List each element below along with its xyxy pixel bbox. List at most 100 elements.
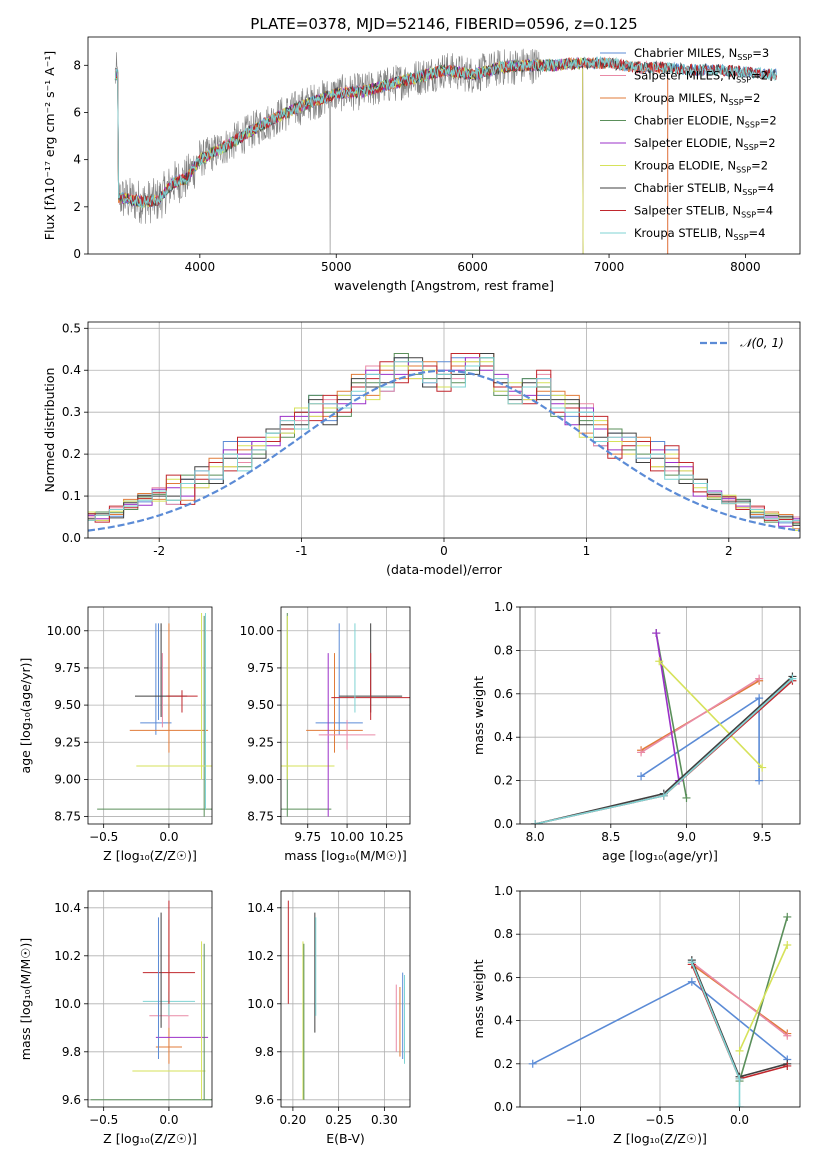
- weight-line-kroupa_stelib: [691, 961, 741, 1107]
- y-tick-label: 0: [73, 247, 81, 261]
- weight-line-chabrier_elodie: [655, 632, 688, 799]
- y-tick-label: 8.75: [54, 810, 81, 824]
- panel-age-vs-mass: 9.75 10.00 10.25 8.75 9.00 9.25 9.50 9.75 10.00 m…: [240, 606, 411, 863]
- x-tick-label: 0: [440, 544, 448, 558]
- y-axis-label: mass weight: [471, 959, 486, 1038]
- x-tick-label: −0.5: [645, 1113, 674, 1127]
- y-tick-label: 9.6: [255, 1093, 274, 1107]
- y-tick-label: 0.0: [62, 531, 81, 545]
- y-tick-label: 0.4: [62, 363, 81, 377]
- y-tick-label: 9.8: [255, 1045, 274, 1059]
- y-tick-label: 9.25: [54, 735, 81, 749]
- weight-marker-salpeter_miles: [637, 748, 646, 757]
- y-tick-label: 1.0: [494, 600, 513, 614]
- x-tick-label: 10.25: [369, 830, 403, 844]
- legend-entry: Chabrier ELODIE, NSSP=2: [634, 114, 777, 130]
- x-tick-label: 0.30: [371, 1113, 398, 1127]
- x-axis-label: E(B-V): [326, 1131, 365, 1146]
- panel-age-vs-z: −0.5 0.0 8.75 9.00 9.25 9.50 9.75 10.00 Z [log₁₀…: [18, 606, 213, 863]
- weight-marker-kroupa_stelib: [735, 1103, 744, 1107]
- grid-mass-vs-z: [88, 891, 212, 1107]
- legend-entry: Salpeter MILES, NSSP=2: [634, 69, 768, 85]
- weight-marker-chabrier_miles: [687, 977, 696, 986]
- x-axis-label: Z [log₁₀(Z/Z☉)]: [613, 1131, 707, 1146]
- axes-frame: [280, 890, 411, 1108]
- x-tick-label: 0.0: [159, 1113, 178, 1127]
- panel-weight-vs-age: 8.0 8.5 9.0 9.5 0.0 0.2 0.4 0.6 0.8 1.0 age [log₁₀…: [471, 600, 801, 863]
- y-axis-label: age [log₁₀(age/yr)]: [18, 658, 33, 774]
- y-tick-label: 0.2: [494, 774, 513, 788]
- axes-frame: [519, 890, 801, 1108]
- grid-age-vs-z: [88, 607, 212, 824]
- weight-marker-chabrier_miles: [528, 1059, 537, 1068]
- y-tick-label: 0.5: [62, 321, 81, 335]
- y-tick-label: 0.6: [494, 687, 513, 701]
- y-tick-label: 10.4: [54, 901, 81, 915]
- axes-frame: [519, 606, 801, 825]
- model-spectrum-salpeter_stelib: [114, 57, 777, 207]
- weight-marker-kroupa_stelib: [735, 1074, 744, 1083]
- weight-marker-kroupa_elodie: [655, 657, 664, 666]
- y-tick-label: 0.0: [494, 1100, 513, 1114]
- spectrum-legend: Chabrier MILES, NSSP=3 Salpeter MILES, NS…: [600, 46, 777, 242]
- y-tick-label: 0.6: [494, 970, 513, 984]
- axes-frame: [87, 606, 213, 825]
- y-tick-label: 9.25: [247, 735, 274, 749]
- legend-entry: 𝒩(0, 1): [740, 336, 784, 350]
- weight-line-kroupa_elodie: [658, 660, 763, 769]
- weight-marker-chabrier_miles: [637, 772, 646, 781]
- weight-marker-chabrier_miles: [755, 776, 764, 785]
- grid-mass-vs-ebv: [281, 891, 410, 1107]
- y-tick-label: 0.0: [494, 817, 513, 831]
- weight-line-kroupa_stelib: [534, 678, 793, 824]
- x-tick-label: −0.5: [89, 1113, 118, 1127]
- x-tick-label: 1: [583, 544, 591, 558]
- legend-entry: Salpeter ELODIE, NSSP=2: [634, 136, 776, 152]
- x-axis-label: age [log₁₀(age/yr)]: [602, 848, 718, 863]
- axes-frame: [87, 890, 213, 1108]
- y-tick-label: 9.50: [54, 698, 81, 712]
- y-tick-label: 9.75: [247, 661, 274, 675]
- y-tick-label: 10.00: [47, 624, 81, 638]
- weight-marker-kroupa_stelib: [687, 958, 696, 967]
- y-tick-label: 9.6: [62, 1093, 81, 1107]
- legend-entry: Kroupa ELODIE, NSSP=2: [634, 159, 768, 175]
- y-tick-label: 9.8: [62, 1045, 81, 1059]
- weight-marker-kroupa_stelib: [531, 820, 540, 824]
- residuals-legend: 𝒩(0, 1): [700, 336, 784, 350]
- weight-line-salpeter_elodie: [655, 632, 680, 781]
- x-tick-label: 0.0: [159, 830, 178, 844]
- x-tick-label: 10.00: [330, 830, 364, 844]
- y-tick-label: 10.2: [54, 949, 81, 963]
- weight-marker-kroupa_stelib: [788, 674, 797, 683]
- y-tick-label: 6: [73, 105, 81, 119]
- x-axis-label: (data-model)/error: [386, 562, 503, 577]
- x-tick-label: 8.5: [601, 830, 620, 844]
- y-tick-label: 0.8: [494, 927, 513, 941]
- grid-age-vs-mass: [281, 607, 410, 824]
- weight-marker-salpeter_miles: [755, 674, 764, 683]
- plot-area-mass-vs-z: [90, 900, 212, 1101]
- plot-area-age-vs-z: [97, 612, 212, 817]
- weight-marker-chabrier_miles: [755, 694, 764, 703]
- y-tick-label: 10.0: [54, 997, 81, 1011]
- x-tick-label: 8000: [730, 260, 761, 274]
- y-tick-label: 0.1: [62, 489, 81, 503]
- y-tick-label: 8.75: [247, 810, 274, 824]
- histogram-salpeter_stelib: [88, 353, 800, 523]
- axes-frame: [280, 606, 411, 825]
- x-axis-label: mass [log₁₀(M/M☉)]: [284, 848, 406, 863]
- y-tick-label: 9.50: [247, 698, 274, 712]
- y-tick-label: 0.3: [62, 405, 81, 419]
- weight-marker-chabrier_elodie: [682, 793, 691, 802]
- x-tick-label: −0.5: [89, 830, 118, 844]
- grid-weight-vs-age: [520, 606, 800, 825]
- plot-area-weight-vs-z: [528, 912, 792, 1107]
- weight-marker-salpeter_miles: [783, 1031, 792, 1040]
- weight-marker-kroupa_stelib: [659, 791, 668, 800]
- weight-line-salpeter_miles: [691, 961, 788, 1037]
- x-tick-label: 9.75: [294, 830, 321, 844]
- panel-mass-vs-ebv: 0.20 0.25 0.30 9.6 9.8 10.0 10.2 10.4 E(B-V): [247, 890, 411, 1146]
- weight-line-kroupa_elodie: [738, 944, 789, 1052]
- plot-area-weight-vs-age: [531, 629, 797, 824]
